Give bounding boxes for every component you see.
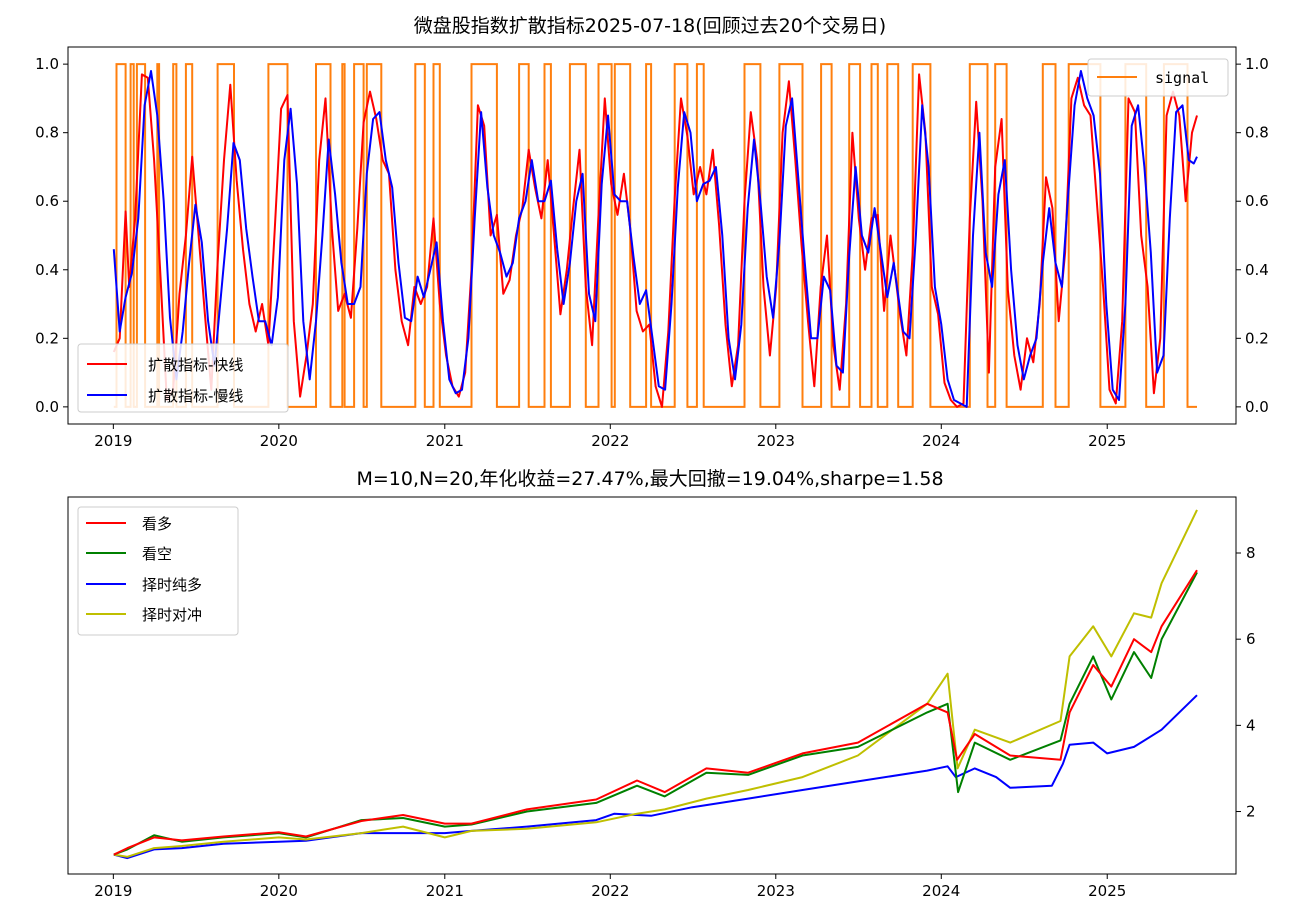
legend-box	[1087, 58, 1229, 97]
panel2-x-axis: 2019 2020 2021 2022 2023 2024 2025	[94, 874, 1126, 900]
y-tick-label: 0.2	[35, 329, 59, 347]
y-tick-label: 0.0	[35, 398, 59, 416]
x-tick-label: 2021	[426, 882, 464, 900]
x-tick-label: 2020	[260, 432, 298, 450]
series-line-timing-long	[113, 694, 1198, 860]
y-tick-label: 0.8	[35, 124, 59, 142]
panel2-plot-area	[67, 496, 1237, 875]
y-tick-label: 1.0	[35, 55, 59, 73]
legend-label-fast-line: 扩散指标-快线	[148, 356, 243, 374]
panel2-title: M=10,N=20,年化收益=27.47%,最大回撤=19.04%,sharpe…	[356, 468, 943, 490]
legend-label-timing-hedge: 择时对冲	[142, 606, 202, 624]
panel1-frame	[67, 46, 1237, 425]
series-line-fast	[112, 73, 1198, 408]
x-tick-label: 2023	[757, 882, 795, 900]
x-tick-label: 2022	[591, 882, 629, 900]
diffusion-indicator-panel: 微盘股指数扩散指标2025-07-18(回顾过去20个交易日) 2019 2020…	[35, 15, 1269, 450]
y-tick-label: 0.6	[35, 192, 59, 210]
legend-label-signal: signal	[1155, 69, 1209, 87]
panel1-legend-left: 扩散指标-快线 扩散指标-慢线	[77, 343, 289, 413]
y-tick-label: 0.0	[1245, 398, 1269, 416]
y-tick-label: 6	[1246, 630, 1256, 648]
y-tick-label: 4	[1246, 716, 1256, 734]
y-tick-label: 0.2	[1245, 329, 1269, 347]
y-tick-label: 2	[1246, 803, 1256, 821]
panel1-y-axis-right: 0.0 0.2 0.4 0.6 0.8 1.0	[1236, 55, 1269, 416]
y-tick-label: 0.8	[1245, 124, 1269, 142]
x-tick-label: 2019	[94, 882, 132, 900]
backtest-panel: M=10,N=20,年化收益=27.47%,最大回撤=19.04%,sharpe…	[67, 468, 1256, 900]
y-tick-label: 1.0	[1245, 55, 1269, 73]
y-tick-label: 0.4	[1245, 261, 1269, 279]
legend-label-slow-line: 扩散指标-慢线	[148, 387, 243, 405]
panel2-legend: 看多 看空 择时纯多 择时对冲	[77, 506, 239, 636]
legend-label-short: 看空	[142, 545, 172, 563]
y-tick-label: 8	[1246, 544, 1256, 562]
x-tick-label: 2024	[922, 882, 960, 900]
legend-box	[77, 343, 289, 413]
panel1-x-axis: 2019 2020 2021 2022 2023 2024 2025	[94, 424, 1126, 450]
x-tick-label: 2022	[591, 432, 629, 450]
series-line-timing-hedge	[113, 509, 1198, 858]
series-line-slow	[112, 70, 1198, 408]
legend-label-timing-long: 择时纯多	[142, 576, 202, 594]
panel1-legend-right: signal	[1087, 58, 1229, 97]
x-tick-label: 2025	[1088, 882, 1126, 900]
panel2-series-layer	[113, 509, 1198, 860]
panel2-frame	[67, 496, 1237, 875]
x-tick-label: 2023	[757, 432, 795, 450]
legend-box	[77, 506, 239, 636]
y-tick-label: 0.4	[35, 261, 59, 279]
legend-label-long: 看多	[142, 515, 172, 533]
panel2-y-axis-right: 2 4 6 8	[1236, 544, 1256, 821]
x-tick-label: 2021	[426, 432, 464, 450]
panel1-y-axis-left: 0.0 0.2 0.4 0.6 0.8 1.0	[35, 55, 68, 416]
series-line-long	[113, 569, 1198, 856]
x-tick-label: 2025	[1088, 432, 1126, 450]
x-tick-label: 2019	[94, 432, 132, 450]
x-tick-label: 2020	[260, 882, 298, 900]
x-tick-label: 2024	[922, 432, 960, 450]
panel1-title: 微盘股指数扩散指标2025-07-18(回顾过去20个交易日)	[414, 15, 886, 37]
y-tick-label: 0.6	[1245, 192, 1269, 210]
